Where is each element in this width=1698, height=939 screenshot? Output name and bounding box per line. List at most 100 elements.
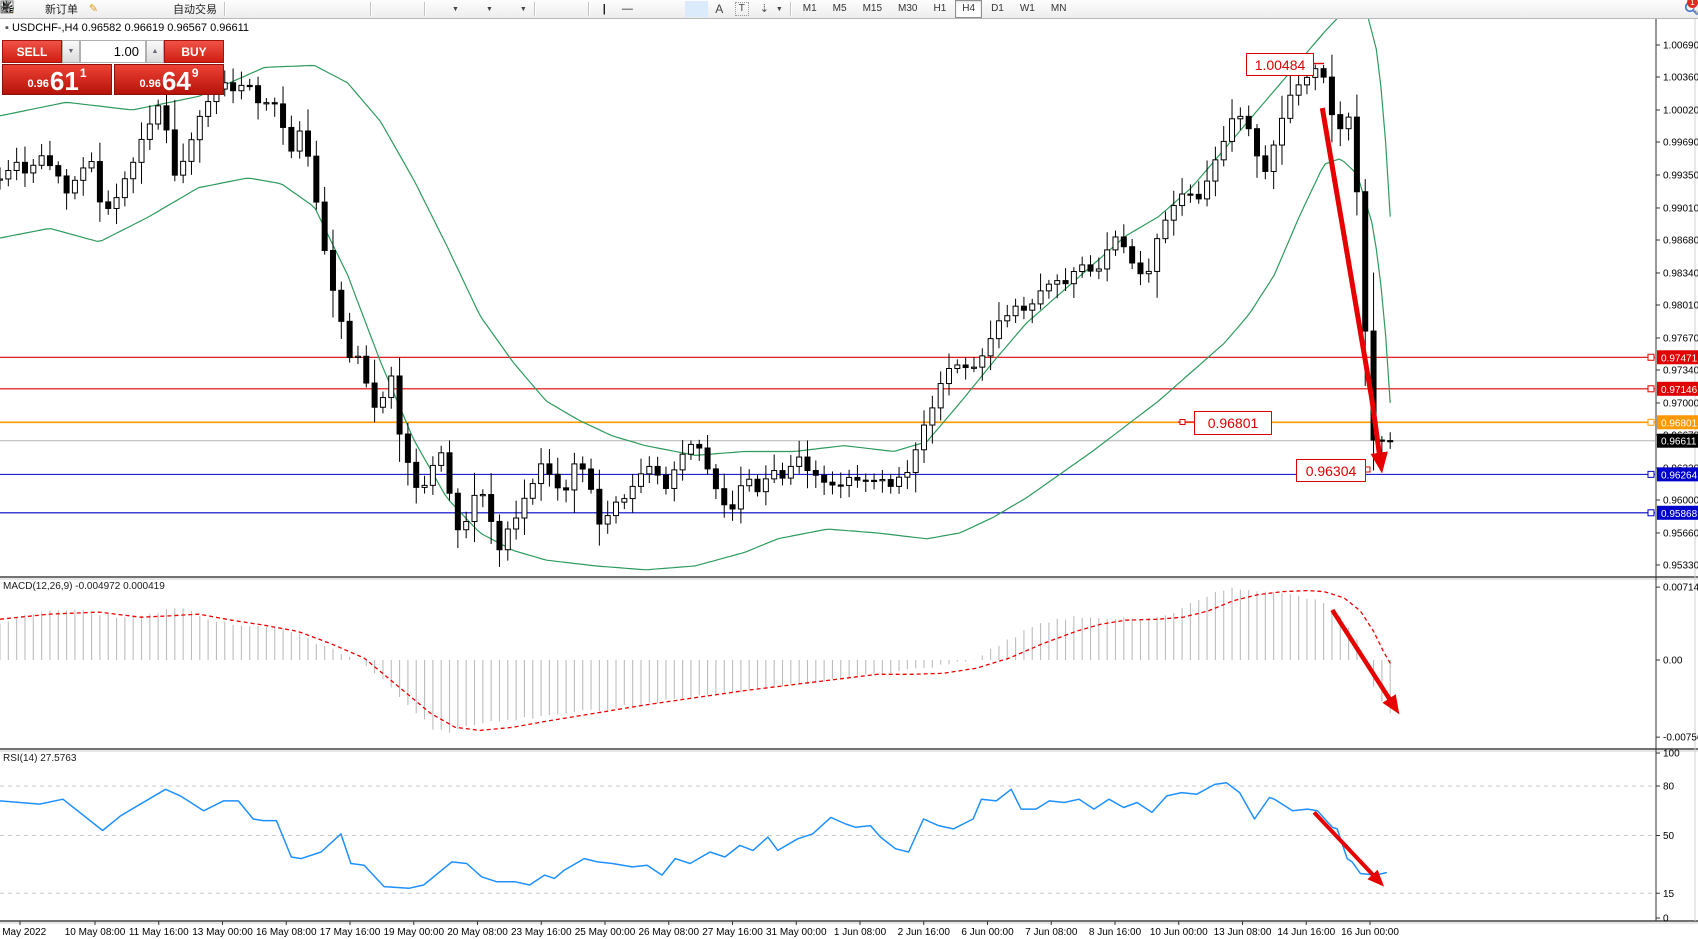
rsi-layer[interactable]: [0, 781, 1655, 894]
candle: [263, 97, 270, 111]
arrows-tool[interactable]: ⇣ ▼: [759, 2, 783, 15]
template-button[interactable]: ▼: [0, 0, 531, 17]
timeframe-M30[interactable]: M30: [898, 3, 918, 14]
candle: [296, 121, 303, 159]
candle: [255, 76, 262, 120]
candle: [629, 474, 636, 513]
trend-arrow-main[interactable]: [1319, 107, 1388, 474]
candle: [288, 115, 295, 159]
candle: [5, 159, 12, 187]
candle: [1270, 140, 1277, 190]
crayon-icon[interactable]: ✎: [88, 2, 99, 15]
timeframe-M5[interactable]: M5: [832, 3, 847, 14]
chart-shift-icon[interactable]: [0, 0, 398, 17]
zoom-out-icon[interactable]: [1, 1, 344, 17]
buy-button[interactable]: BUY: [164, 40, 224, 63]
period-button[interactable]: ▼: [0, 0, 497, 17]
candle: [121, 171, 128, 207]
candle: [0, 167, 3, 190]
candle: [1045, 279, 1052, 299]
vertical-line-tool[interactable]: |: [602, 2, 606, 15]
candle: [446, 440, 453, 501]
timeframe-M15[interactable]: M15: [862, 3, 883, 14]
time-label: 10 May 08:00: [65, 927, 126, 938]
trend-arrow-macd[interactable]: [1330, 608, 1400, 715]
main-chart-layer[interactable]: [0, 8, 1394, 571]
bollinger-upper: [0, 19, 1391, 457]
candle: [912, 442, 919, 493]
text-tool[interactable]: A: [715, 2, 724, 16]
text-label-tool[interactable]: T: [731, 1, 753, 17]
sell-button[interactable]: SELL: [2, 40, 62, 63]
timeframe-H4[interactable]: H4: [955, 0, 983, 18]
candle: [995, 302, 1002, 349]
crosshair-tool[interactable]: [1, 1, 585, 17]
candle: [321, 186, 328, 255]
indicator-window-up-icon[interactable]: [0, 0, 252, 17]
sell-price-display[interactable]: 0.96 61 1: [2, 64, 112, 95]
candle: [71, 176, 78, 200]
volume-input[interactable]: 1.00: [80, 40, 146, 63]
candle: [21, 146, 28, 187]
candle: [721, 473, 728, 518]
buy-price-display[interactable]: 0.96 64 9: [114, 64, 224, 95]
candle: [471, 472, 478, 543]
svg-text:0.98680: 0.98680: [1663, 235, 1698, 246]
candle: [1328, 54, 1335, 143]
price-annotation-0.96304[interactable]: 0.96304: [1296, 459, 1366, 482]
candle: [171, 99, 178, 182]
horizontal-line-tool[interactable]: —: [621, 2, 633, 15]
candle: [854, 464, 861, 488]
candle: [588, 458, 595, 494]
candle: [729, 490, 736, 521]
candle: [38, 143, 45, 170]
candle: [113, 183, 120, 225]
candle: [1145, 258, 1152, 283]
indicator-window-down-icon[interactable]: [0, 0, 275, 17]
auto-scroll-icon[interactable]: [0, 0, 421, 17]
candle: [521, 479, 528, 535]
main-toolbar: 新订单 ✎ 自动交易: [0, 0, 1698, 19]
candle: [846, 469, 853, 498]
volume-increment[interactable]: ▲: [146, 40, 164, 63]
rsi-label: RSI(14) 27.5763: [3, 753, 77, 764]
fibonacci-tool[interactable]: F: [1, 1, 708, 17]
cursor-tool[interactable]: [3, 1, 562, 17]
equidistant-channel-tool[interactable]: E: [0, 1, 685, 17]
svg-text:0.99010: 0.99010: [1663, 203, 1698, 214]
candle: [662, 466, 669, 495]
candle: [571, 452, 578, 514]
candle: [821, 465, 828, 495]
timeframe-D1[interactable]: D1: [991, 3, 1004, 14]
timeframe-H1[interactable]: H1: [933, 3, 947, 14]
candle: [421, 475, 428, 494]
indicator-window-curve-icon[interactable]: [0, 0, 298, 17]
trendline-tool[interactable]: [1, 1, 662, 17]
candle: [779, 462, 786, 486]
timeframe-M1[interactable]: M1: [802, 3, 817, 14]
macd-layer[interactable]: [0, 587, 1400, 733]
timeframe-W1[interactable]: W1: [1019, 3, 1035, 14]
add-indicator-button[interactable]: ▼: [1, 1, 463, 17]
volume-decrement[interactable]: ▼: [62, 40, 80, 63]
zoom-in-icon[interactable]: [1, 1, 321, 17]
candle: [1104, 232, 1111, 282]
price-annotation-1.00484[interactable]: 1.00484: [1246, 53, 1314, 76]
candle: [771, 454, 778, 484]
broadcast-icon[interactable]: [0, 0, 151, 17]
tile-windows-icon[interactable]: [1, 1, 367, 17]
profile-icon[interactable]: [1, 1, 128, 17]
candle: [1204, 160, 1211, 207]
price-annotation-0.96801[interactable]: 0.96801: [1194, 411, 1272, 435]
candle: [1187, 184, 1194, 203]
candle: [637, 458, 644, 494]
candle: [1062, 268, 1069, 292]
timeframe-MN[interactable]: MN: [1050, 3, 1067, 14]
new-order-button[interactable]: 新订单: [0, 1, 82, 17]
auto-trading-button[interactable]: 自动交易: [1, 1, 221, 17]
candle: [146, 105, 153, 151]
svg-text:0.96264: 0.96264: [1661, 470, 1698, 481]
candle: [346, 312, 353, 363]
trend-arrow-rsi[interactable]: [1312, 811, 1385, 887]
